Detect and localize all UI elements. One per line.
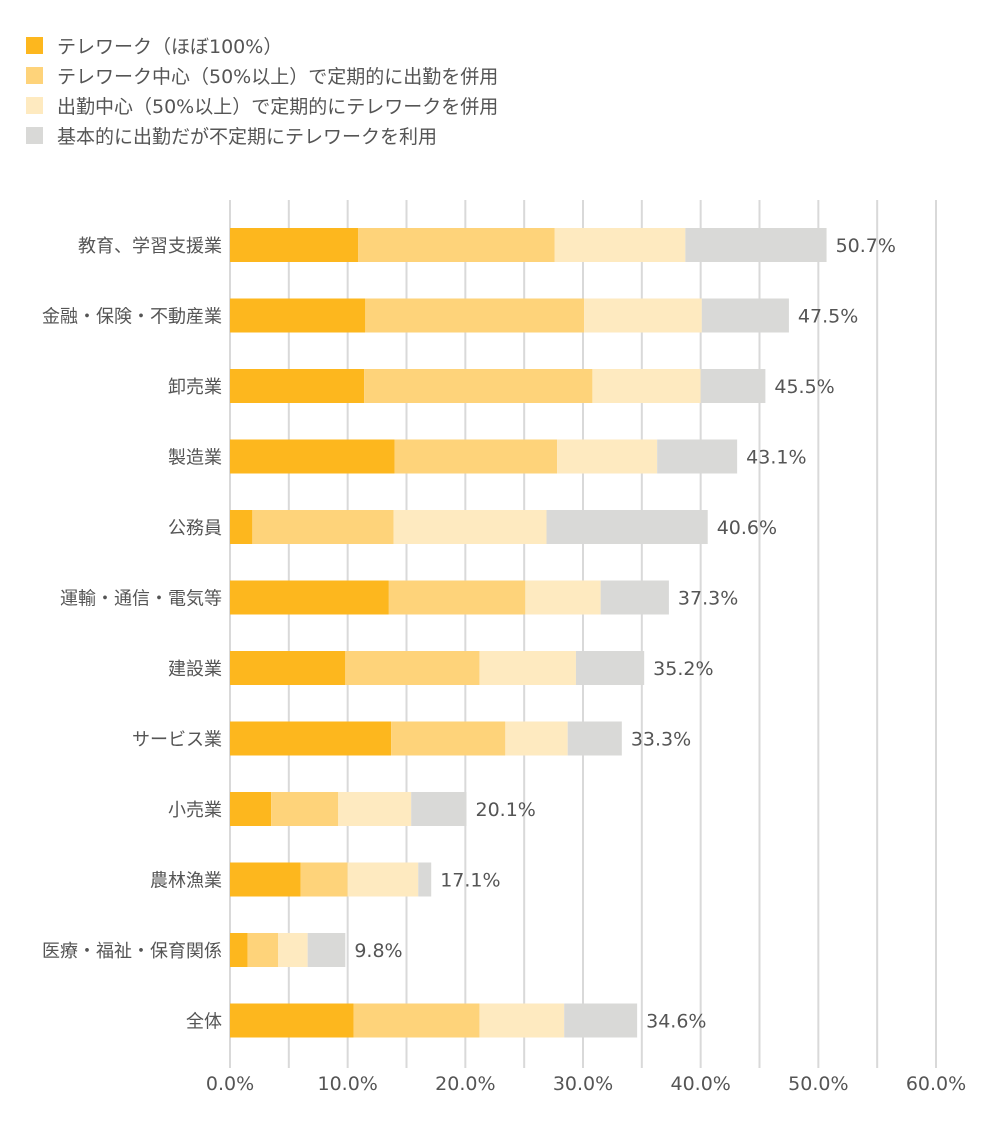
legend-swatch-occasional-telework xyxy=(26,126,43,144)
bar-segment-2 xyxy=(345,651,480,685)
legend-label: 基本的に出勤だが不定期にテレワークを利用 xyxy=(57,125,438,148)
category-label: 運輸・通信・電気等 xyxy=(60,589,222,610)
bar-segment-2 xyxy=(388,580,526,615)
category-label: 教育、学習支援業 xyxy=(78,236,222,257)
bar-segment-1 xyxy=(230,1003,354,1038)
total-value-label: 17.1% xyxy=(440,870,500,892)
x-tick-label: 60.0% xyxy=(906,1073,966,1095)
legend-item-full-telework: テレワーク（ほぼ100%） xyxy=(26,30,498,60)
bar-segment-3 xyxy=(278,933,308,967)
bar-segment-1 xyxy=(230,933,248,967)
bar-segment-4 xyxy=(567,721,622,756)
x-tick-label: 10.0% xyxy=(317,1073,377,1095)
category-label: 卸売業 xyxy=(168,377,222,398)
legend-label: テレワーク中心（50%以上）で定期的に出勤を併用 xyxy=(57,65,499,88)
bar-segment-2 xyxy=(300,862,348,897)
bar-segment-1 xyxy=(230,510,253,544)
legend-swatch-telework-centered xyxy=(26,66,43,84)
bar-segment-2 xyxy=(365,298,585,333)
x-tick-label: 30.0% xyxy=(553,1073,613,1095)
category-label: 小売業 xyxy=(168,800,222,821)
bar-segment-3 xyxy=(393,510,547,544)
bar-segment-4 xyxy=(701,298,789,333)
category-label: 製造業 xyxy=(168,448,222,469)
legend-swatch-office-centered xyxy=(26,96,43,114)
bar-segment-4 xyxy=(575,651,645,685)
legend-item-office-centered: 出勤中心（50%以上）で定期的にテレワークを併用 xyxy=(26,90,498,120)
x-tick-label: 20.0% xyxy=(435,1073,495,1095)
bar-segment-1 xyxy=(230,439,395,474)
bar-segment-1 xyxy=(230,721,392,756)
bar-segment-3 xyxy=(479,651,576,685)
x-tick-label: 40.0% xyxy=(670,1073,730,1095)
total-value-label: 33.3% xyxy=(631,729,691,751)
bar-segment-4 xyxy=(700,369,766,403)
legend-item-occasional-telework: 基本的に出勤だが不定期にテレワークを利用 xyxy=(26,120,498,150)
total-value-label: 40.6% xyxy=(717,517,777,539)
total-value-label: 20.1% xyxy=(476,799,536,821)
bar-segment-4 xyxy=(685,228,827,262)
gridlines xyxy=(229,200,937,1068)
bar-segment-3 xyxy=(505,721,568,756)
category-label: 公務員 xyxy=(168,518,222,539)
bar-segment-2 xyxy=(394,439,558,474)
bar-segment-2 xyxy=(252,510,394,544)
bar-segment-3 xyxy=(525,580,601,615)
legend-label: テレワーク（ほぼ100%） xyxy=(57,35,283,58)
total-value-label: 34.6% xyxy=(646,1011,706,1033)
bar-segment-4 xyxy=(307,933,346,967)
legend-item-telework-centered: テレワーク中心（50%以上）で定期的に出勤を併用 xyxy=(26,60,498,90)
bar-segment-3 xyxy=(592,369,701,403)
bar-segment-1 xyxy=(230,369,365,403)
total-value-label: 47.5% xyxy=(798,306,858,328)
total-value-label: 9.8% xyxy=(354,940,402,962)
bar-segment-4 xyxy=(546,510,708,544)
bar-segment-2 xyxy=(358,228,555,262)
x-axis-tick-labels: 0.0% 10.0% 20.0% 30.0% 40.0% 50.0% 60.0% xyxy=(206,1073,966,1095)
bar-segment-3 xyxy=(584,298,702,333)
bar-segment-4 xyxy=(657,439,738,474)
bars xyxy=(230,228,827,1038)
category-label: サービス業 xyxy=(132,730,222,751)
category-label: 全体 xyxy=(186,1012,222,1033)
bar-segment-4 xyxy=(411,792,467,826)
total-value-label: 37.3% xyxy=(678,588,738,610)
x-tick-label: 50.0% xyxy=(788,1073,848,1095)
bar-segment-1 xyxy=(230,862,301,897)
bar-segment-3 xyxy=(479,1003,565,1038)
bar-segment-1 xyxy=(230,298,366,333)
category-label: 農林漁業 xyxy=(150,871,222,892)
legend-label: 出勤中心（50%以上）で定期的にテレワークを併用 xyxy=(57,95,499,118)
bar-segment-2 xyxy=(247,933,279,967)
bar-segment-2 xyxy=(353,1003,480,1038)
x-tick-label: 0.0% xyxy=(206,1073,254,1095)
legend: テレワーク（ほぼ100%） テレワーク中心（50%以上）で定期的に出勤を併用 出… xyxy=(26,30,498,150)
bar-segment-3 xyxy=(554,228,686,262)
bar-segment-2 xyxy=(391,721,506,756)
bar-segment-1 xyxy=(230,651,346,685)
bar-segment-4 xyxy=(600,580,669,615)
bar-segment-2 xyxy=(271,792,339,826)
category-labels: 教育、学習支援業金融・保険・不動産業卸売業製造業公務員運輸・通信・電気等建設業サ… xyxy=(42,236,222,1033)
bar-segment-4 xyxy=(418,862,432,897)
legend-swatch-full-telework xyxy=(26,36,43,54)
bar-segment-1 xyxy=(230,580,389,615)
bar-segment-2 xyxy=(364,369,593,403)
category-label: 建設業 xyxy=(168,659,222,680)
bar-segment-3 xyxy=(557,439,658,474)
total-value-label: 45.5% xyxy=(774,376,834,398)
bar-segment-3 xyxy=(347,862,419,897)
category-label: 医療・福祉・保育関係 xyxy=(42,941,222,962)
bar-segment-4 xyxy=(564,1003,638,1038)
bar-segment-1 xyxy=(230,228,359,262)
total-value-label: 35.2% xyxy=(653,658,713,680)
bar-segment-1 xyxy=(230,792,272,826)
total-labels: 50.7% 47.5% 45.5% 43.1% 40.6% 37.3% 35.2% 33.3%… xyxy=(354,235,896,1033)
total-value-label: 50.7% xyxy=(836,235,896,257)
total-value-label: 43.1% xyxy=(746,447,806,469)
bar-segment-3 xyxy=(338,792,412,826)
category-label: 金融・保険・不動産業 xyxy=(42,307,222,328)
